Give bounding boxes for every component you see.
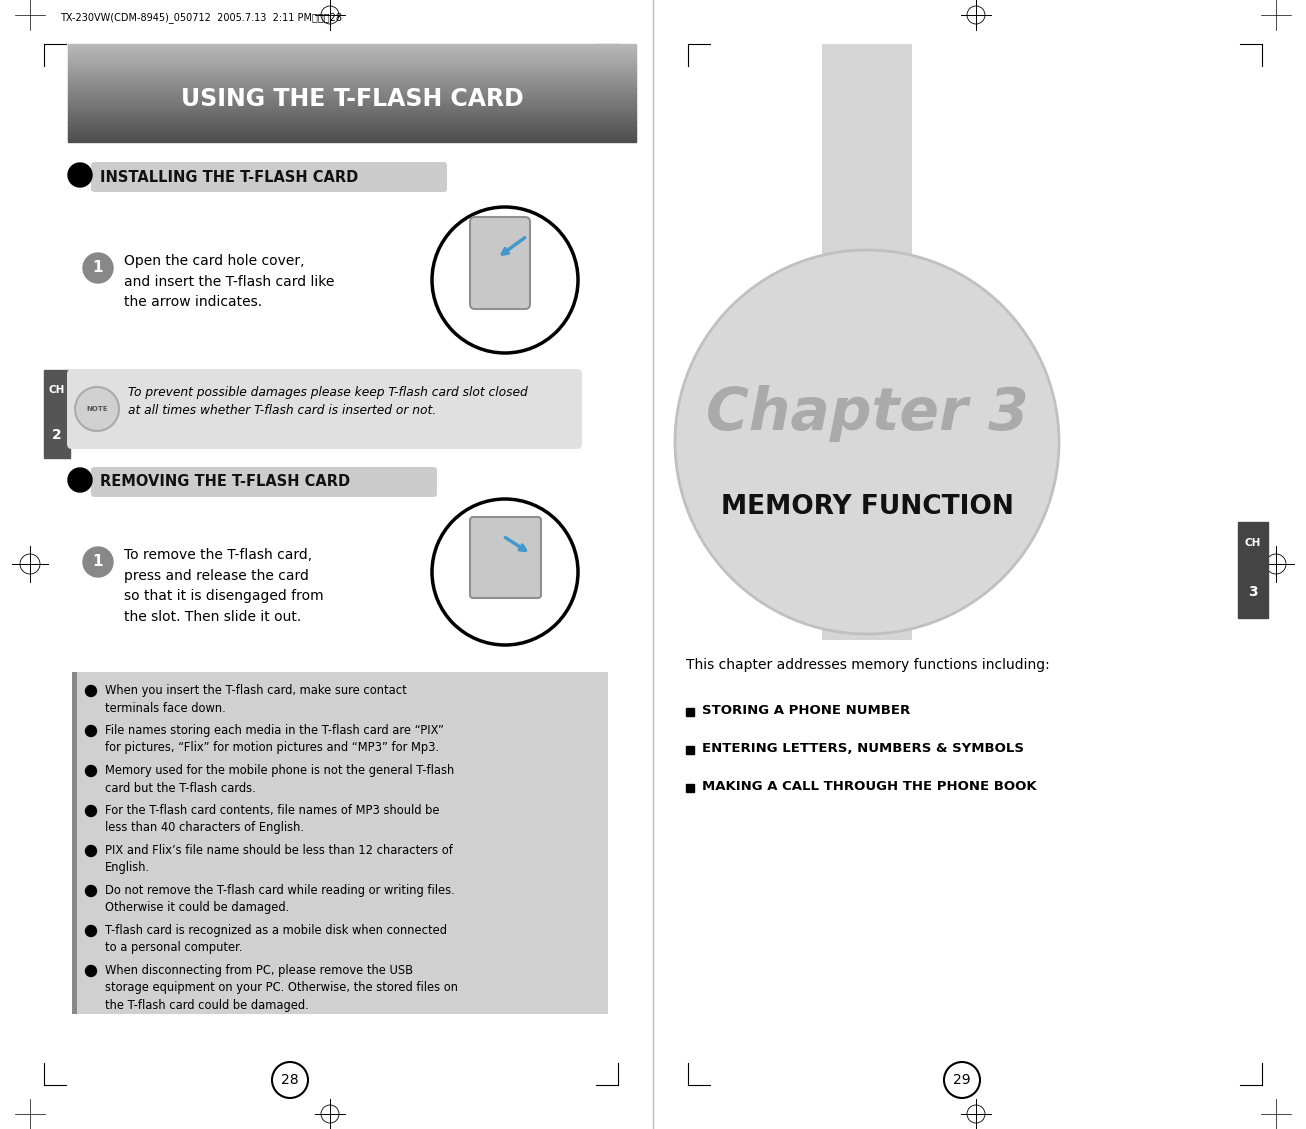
Bar xyxy=(68,46,636,50)
Bar xyxy=(68,130,636,133)
Bar xyxy=(68,117,636,121)
Text: STORING A PHONE NUMBER: STORING A PHONE NUMBER xyxy=(703,704,910,717)
Bar xyxy=(68,100,636,103)
FancyBboxPatch shape xyxy=(91,161,447,192)
Bar xyxy=(68,63,636,67)
Text: INSTALLING THE T-FLASH CARD: INSTALLING THE T-FLASH CARD xyxy=(101,169,358,184)
FancyBboxPatch shape xyxy=(91,467,438,497)
Text: TX-230VW(CDM-8945)_050712  2005.7.13  2:11 PM폤이지28: TX-230VW(CDM-8945)_050712 2005.7.13 2:11… xyxy=(60,12,342,23)
Circle shape xyxy=(68,163,91,187)
Bar xyxy=(68,84,636,86)
Text: To remove the T-flash card,
press and release the card
so that it is disengaged : To remove the T-flash card, press and re… xyxy=(124,548,324,624)
Bar xyxy=(68,88,636,91)
Bar xyxy=(68,54,636,56)
Bar xyxy=(68,134,636,138)
Text: This chapter addresses memory functions including:: This chapter addresses memory functions … xyxy=(686,658,1050,672)
Bar xyxy=(68,81,636,84)
Text: CH: CH xyxy=(48,385,65,395)
Circle shape xyxy=(85,885,97,896)
Text: MAKING A CALL THROUGH THE PHONE BOOK: MAKING A CALL THROUGH THE PHONE BOOK xyxy=(703,780,1037,793)
Bar xyxy=(68,86,636,88)
Bar xyxy=(68,107,636,111)
Bar xyxy=(68,90,636,94)
Bar xyxy=(72,672,77,1014)
Bar xyxy=(68,122,636,125)
Circle shape xyxy=(432,499,579,645)
Bar xyxy=(686,784,693,793)
Bar xyxy=(68,137,636,140)
Bar xyxy=(68,49,636,52)
FancyBboxPatch shape xyxy=(470,517,541,598)
Bar xyxy=(68,61,636,64)
FancyBboxPatch shape xyxy=(67,369,582,449)
Bar xyxy=(72,672,609,1014)
Circle shape xyxy=(432,207,579,353)
Circle shape xyxy=(85,685,97,697)
Bar xyxy=(686,708,693,716)
Bar xyxy=(68,125,636,128)
Bar xyxy=(68,51,636,54)
Text: REMOVING THE T-FLASH CARD: REMOVING THE T-FLASH CARD xyxy=(101,474,350,490)
Bar xyxy=(68,113,636,115)
Text: 28: 28 xyxy=(281,1073,299,1087)
Text: For the T-flash card contents, file names of MP3 should be
less than 40 characte: For the T-flash card contents, file name… xyxy=(104,804,440,834)
Text: Memory used for the mobile phone is not the general T-flash
card but the T-flash: Memory used for the mobile phone is not … xyxy=(104,764,454,795)
Bar xyxy=(44,370,71,458)
Bar xyxy=(68,103,636,106)
Bar xyxy=(68,69,636,71)
Text: 3: 3 xyxy=(1249,585,1258,599)
Text: Chapter 3: Chapter 3 xyxy=(705,385,1028,443)
Circle shape xyxy=(85,926,97,936)
Circle shape xyxy=(84,546,114,577)
Circle shape xyxy=(85,846,97,857)
Bar xyxy=(686,746,693,754)
Bar xyxy=(68,120,636,123)
Circle shape xyxy=(68,469,91,492)
FancyBboxPatch shape xyxy=(470,217,530,309)
Text: 1: 1 xyxy=(93,261,103,275)
Text: 29: 29 xyxy=(953,1073,970,1087)
Text: When disconnecting from PC, please remove the USB
storage equipment on your PC. : When disconnecting from PC, please remov… xyxy=(104,964,458,1012)
Bar xyxy=(821,44,912,640)
Bar xyxy=(68,78,636,81)
Text: Open the card hole cover,
and insert the T-flash card like
the arrow indicates.: Open the card hole cover, and insert the… xyxy=(124,254,334,309)
Bar xyxy=(68,76,636,79)
Text: USING THE T-FLASH CARD: USING THE T-FLASH CARD xyxy=(180,87,524,111)
Bar xyxy=(68,73,636,77)
Bar xyxy=(68,93,636,96)
Bar xyxy=(68,96,636,98)
Text: NOTE: NOTE xyxy=(86,406,108,412)
Text: 2: 2 xyxy=(52,428,61,441)
Bar xyxy=(68,59,636,62)
Circle shape xyxy=(85,765,97,777)
Text: MEMORY FUNCTION: MEMORY FUNCTION xyxy=(721,495,1013,520)
Text: ENTERING LETTERS, NUMBERS & SYMBOLS: ENTERING LETTERS, NUMBERS & SYMBOLS xyxy=(703,742,1024,755)
Bar xyxy=(68,115,636,119)
Text: CH: CH xyxy=(1245,539,1262,548)
Text: When you insert the T-flash card, make sure contact
terminals face down.: When you insert the T-flash card, make s… xyxy=(104,684,406,715)
Bar xyxy=(68,132,636,135)
Bar xyxy=(68,105,636,108)
Text: 1: 1 xyxy=(93,554,103,569)
Text: T-flash card is recognized as a mobile disk when connected
to a personal compute: T-flash card is recognized as a mobile d… xyxy=(104,924,447,954)
Bar xyxy=(68,128,636,130)
Circle shape xyxy=(84,253,114,283)
Bar xyxy=(68,98,636,100)
Text: To prevent possible damages please keep T-flash card slot closed
at all times wh: To prevent possible damages please keep … xyxy=(128,386,528,418)
Bar xyxy=(68,111,636,113)
Bar xyxy=(68,44,636,47)
Bar xyxy=(68,71,636,73)
Circle shape xyxy=(74,387,119,431)
Text: File names storing each media in the T-flash card are “PIX”
for pictures, “Flix”: File names storing each media in the T-f… xyxy=(104,724,444,754)
Circle shape xyxy=(85,805,97,816)
Bar xyxy=(68,140,636,142)
Bar xyxy=(68,56,636,59)
Bar xyxy=(68,67,636,69)
Text: PIX and Flix’s file name should be less than 12 characters of
English.: PIX and Flix’s file name should be less … xyxy=(104,844,453,875)
Bar xyxy=(1238,522,1268,618)
Circle shape xyxy=(85,965,97,977)
Circle shape xyxy=(85,726,97,736)
Circle shape xyxy=(675,250,1059,634)
Text: Do not remove the T-flash card while reading or writing files.
Otherwise it coul: Do not remove the T-flash card while rea… xyxy=(104,884,454,914)
